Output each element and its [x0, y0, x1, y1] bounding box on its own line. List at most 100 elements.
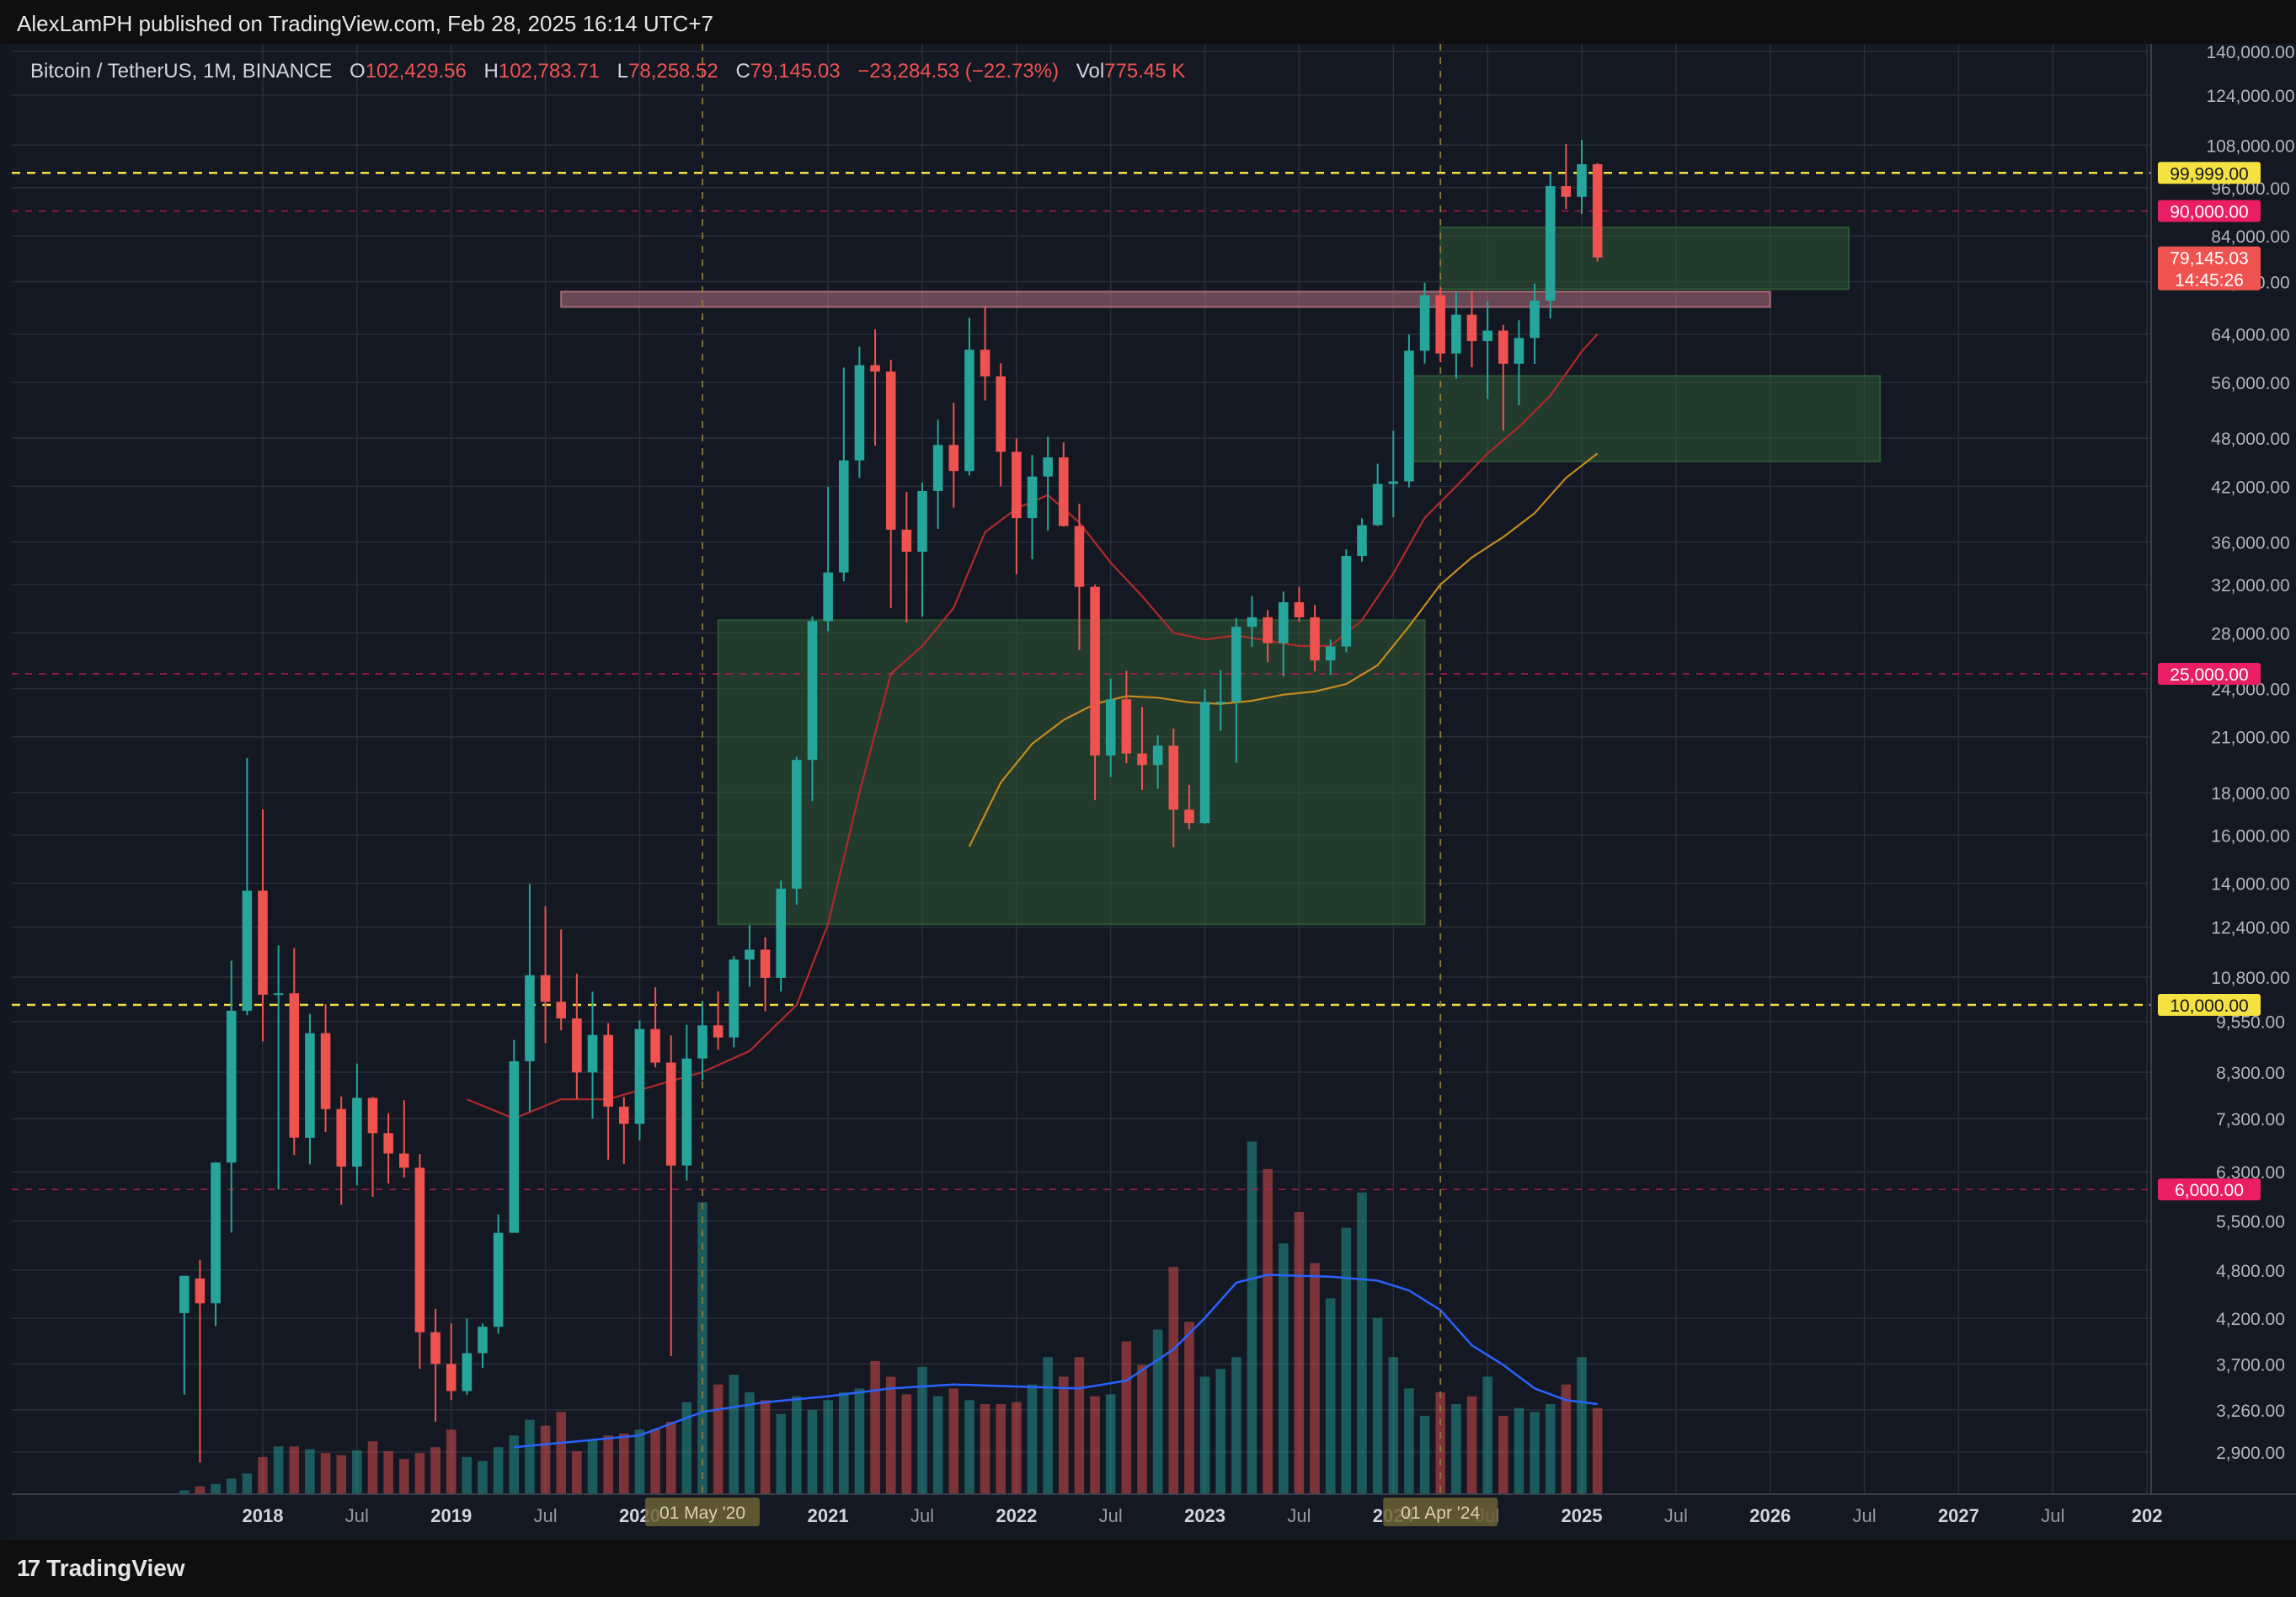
level-label-bg [2158, 200, 2261, 222]
volume-bar [195, 1486, 206, 1494]
price-tick-label: 4,800.00 [2216, 1262, 2285, 1281]
candle [839, 367, 849, 582]
price-tick-label: 48,000.00 [2211, 430, 2289, 449]
volume-bar [854, 1388, 865, 1494]
candle [289, 948, 300, 1156]
candle-body [603, 1034, 613, 1107]
time-tick-label: Jul [1664, 1505, 1688, 1526]
current-price-bg [2158, 246, 2261, 291]
volume-bar [556, 1412, 566, 1494]
candle-body [446, 1364, 457, 1391]
candle [1577, 139, 1587, 215]
current-price-label: 79,145.03 [2170, 249, 2248, 269]
volume-bar [1592, 1407, 1603, 1494]
volume-bar [1514, 1407, 1524, 1494]
candle-body [587, 1034, 598, 1073]
candle [603, 1023, 613, 1160]
volume-bar [964, 1400, 974, 1494]
time-axis[interactable]: 2018 Jul 2019 Jul 2020 2021 Jul 2022 Jul 2023 Jul 2… [12, 1493, 2296, 1526]
volume-bar [1027, 1384, 1038, 1494]
candle [1514, 320, 1524, 406]
candle-body [1514, 338, 1524, 364]
candle-body [1357, 525, 1367, 557]
legend-l-label: L [617, 60, 628, 83]
candle [1263, 610, 1273, 663]
candle-body [556, 1001, 566, 1019]
price-axis[interactable]: 140,000.00 124,000.00 108,000.00 96,000.00 8… [2150, 43, 2295, 1494]
candle [446, 1323, 457, 1401]
candle-body [1027, 476, 1038, 519]
candle [1341, 549, 1352, 653]
candle [996, 363, 1006, 487]
candle-body [462, 1353, 473, 1391]
candle-body [917, 490, 927, 553]
volume-bar [948, 1388, 959, 1494]
ma-short-line [466, 333, 1599, 1120]
candle-body [1168, 745, 1179, 810]
volume-bar [1231, 1357, 1241, 1494]
candle-body [650, 1028, 660, 1063]
price-tick-label: 108,000.00 [2206, 136, 2294, 156]
candle [1451, 291, 1461, 379]
time-tick-label: 2022 [996, 1505, 1037, 1526]
level-label: 10,000.00 [2170, 996, 2248, 1016]
candle [1027, 455, 1038, 560]
volume-bar [823, 1400, 833, 1494]
price-tick-label: 16,000.00 [2211, 826, 2289, 846]
candle-body [1498, 330, 1508, 364]
countdown-label: 14:45:26 [2175, 271, 2244, 291]
price-tick-label: 2,900.00 [2216, 1444, 2285, 1463]
candle [1498, 324, 1508, 431]
volume-bars [179, 1141, 1603, 1494]
level-label-bg [2158, 662, 2261, 685]
volume-bar [226, 1478, 237, 1494]
chart-area[interactable]: 140,000.00 124,000.00 108,000.00 96,000.00 8… [12, 43, 2296, 1540]
candle [619, 1097, 629, 1165]
candle-body [807, 621, 818, 761]
volume-bar [760, 1400, 771, 1494]
candle-body [540, 975, 551, 1002]
tradingview-brand[interactable]: 17 TradingView [17, 1555, 185, 1582]
candle [1530, 283, 1540, 365]
candle [1199, 689, 1210, 825]
candle [932, 419, 943, 529]
legend-vol-value: 775.45 K [1104, 60, 1185, 83]
candle [1388, 430, 1399, 518]
volume-bar [1294, 1212, 1305, 1494]
volume-bar [729, 1375, 740, 1494]
candle [1372, 463, 1383, 526]
volume-bar [352, 1450, 362, 1494]
legend-c-label: C [735, 60, 750, 83]
time-tick-label: Jul [1287, 1505, 1311, 1526]
candle [807, 616, 818, 802]
candle [211, 1162, 221, 1327]
candle [1419, 282, 1430, 364]
candle-body [713, 1025, 724, 1038]
candle-body [414, 1167, 425, 1333]
candle [242, 758, 253, 1016]
legend-h-value: 102,783.71 [499, 60, 600, 83]
candle [1294, 586, 1305, 622]
candle-body [572, 1018, 582, 1073]
candle-body [1137, 753, 1147, 766]
level-label-bg [2158, 1178, 2261, 1201]
volume-bar [619, 1433, 629, 1494]
candle-body [273, 993, 284, 996]
legend-l-value: 78,258.52 [628, 60, 718, 83]
legend-change: −23,284.53 (−22.73%) [857, 60, 1059, 83]
candle-body [1545, 185, 1556, 301]
price-chart-svg[interactable]: 140,000.00 124,000.00 108,000.00 96,000.00 8… [12, 43, 2296, 1540]
legend-vol-label: Vol [1076, 60, 1104, 83]
price-tick-label: 3,260.00 [2216, 1402, 2285, 1421]
level-label: 99,999.00 [2170, 164, 2248, 184]
legend-h-label: H [484, 60, 499, 83]
volume-bar [1215, 1369, 1225, 1494]
halving-marker-label: 01 May '20 [659, 1504, 745, 1523]
candle-body [305, 1033, 315, 1138]
svg-text:Bitcoin / TetherUS, 1M, BINANC: Bitcoin / TetherUS, 1M, BINANCE O102,429… [30, 60, 1185, 83]
candle-body [1451, 314, 1461, 354]
candle-body [258, 890, 268, 995]
volume-bar [367, 1441, 378, 1494]
ma-long-line [968, 452, 1599, 847]
price-tick-label: 5,500.00 [2216, 1212, 2285, 1231]
